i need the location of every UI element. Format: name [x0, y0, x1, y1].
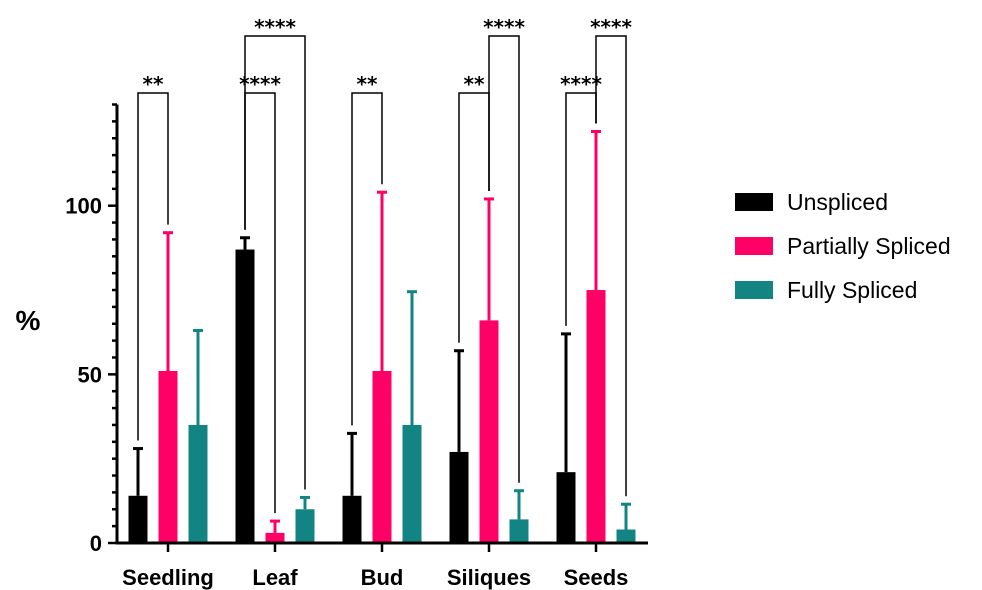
- y-tick-label: 0: [90, 531, 102, 556]
- bar: [295, 509, 315, 543]
- significance-label: **: [143, 72, 164, 96]
- bar: [479, 320, 499, 543]
- bar: [586, 290, 606, 543]
- legend: Unspliced Partially Spliced Fully Spliced: [735, 189, 951, 303]
- significance-label: ****: [254, 15, 296, 39]
- bar: [342, 495, 362, 543]
- legend-label: Partially Spliced: [787, 233, 951, 259]
- significance-bracket: [244, 35, 306, 490]
- bar: [616, 529, 636, 543]
- significance-bracket: [488, 35, 520, 483]
- legend-label: Fully Spliced: [787, 277, 917, 303]
- bar: [402, 424, 422, 543]
- bar: [158, 370, 178, 543]
- bar: [235, 249, 255, 543]
- significance-bracket: [595, 35, 627, 497]
- bar: [372, 370, 392, 543]
- x-tick-label: Bud: [361, 565, 404, 590]
- significance-bracket: [458, 92, 490, 343]
- bar: [556, 472, 576, 543]
- axes-layer: 0 50 100 Seedling Leaf Bud Siliques Seeds: [65, 103, 648, 590]
- significance-label: **: [357, 72, 378, 96]
- significance-label: **: [464, 72, 485, 96]
- significance-layer: ** ********** **************: [137, 15, 632, 514]
- x-tick-label: Leaf: [252, 565, 298, 590]
- bars-layer: [128, 129, 636, 543]
- significance-label: ****: [483, 15, 525, 39]
- y-tick-label: 100: [65, 194, 102, 219]
- legend-swatch: [735, 237, 773, 255]
- legend-swatch: [735, 193, 773, 211]
- bar: [188, 424, 208, 543]
- significance-label: ****: [239, 72, 281, 96]
- bar: [509, 519, 529, 543]
- x-tick-label: Seedling: [122, 565, 214, 590]
- y-tick-label: 50: [78, 362, 102, 387]
- bar: [128, 495, 148, 543]
- x-tick-label: Siliques: [447, 565, 531, 590]
- x-tick-label: Seeds: [564, 565, 629, 590]
- bar: [449, 451, 469, 543]
- significance-bracket: [137, 92, 169, 441]
- y-axis-label: %: [16, 305, 41, 336]
- significance-bracket: [351, 92, 383, 426]
- significance-label: ****: [590, 15, 632, 39]
- bar: [265, 532, 285, 543]
- legend-label: Unspliced: [787, 189, 888, 215]
- legend-swatch: [735, 281, 773, 299]
